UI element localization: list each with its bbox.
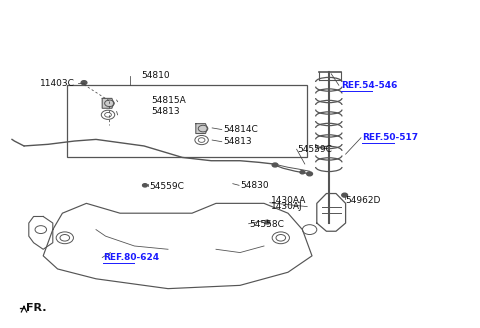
- Polygon shape: [196, 124, 207, 133]
- Circle shape: [265, 221, 270, 224]
- Text: 54558C: 54558C: [250, 220, 285, 229]
- Text: 54559C: 54559C: [149, 182, 184, 192]
- Text: 54815A: 54815A: [151, 95, 186, 105]
- Circle shape: [342, 193, 348, 197]
- Text: 54830: 54830: [240, 181, 269, 190]
- Text: 54813: 54813: [223, 137, 252, 146]
- Text: REF.50-517: REF.50-517: [362, 133, 419, 142]
- Text: FR.: FR.: [26, 303, 47, 313]
- Text: 54962D: 54962D: [346, 195, 381, 205]
- Text: 1430AJ: 1430AJ: [271, 202, 303, 211]
- Text: 1430AA: 1430AA: [271, 195, 307, 205]
- Text: 54814C: 54814C: [223, 125, 258, 134]
- Text: 54810: 54810: [142, 71, 170, 80]
- Circle shape: [81, 81, 87, 85]
- Text: 54559C: 54559C: [298, 145, 333, 154]
- Circle shape: [300, 171, 305, 174]
- Text: REF.80-624: REF.80-624: [103, 253, 159, 262]
- Text: 11403C: 11403C: [39, 79, 74, 88]
- Circle shape: [307, 172, 312, 176]
- Circle shape: [143, 184, 147, 187]
- Polygon shape: [102, 98, 114, 108]
- Circle shape: [272, 163, 278, 167]
- Text: REF.54-546: REF.54-546: [341, 81, 397, 90]
- Text: 54813: 54813: [151, 107, 180, 116]
